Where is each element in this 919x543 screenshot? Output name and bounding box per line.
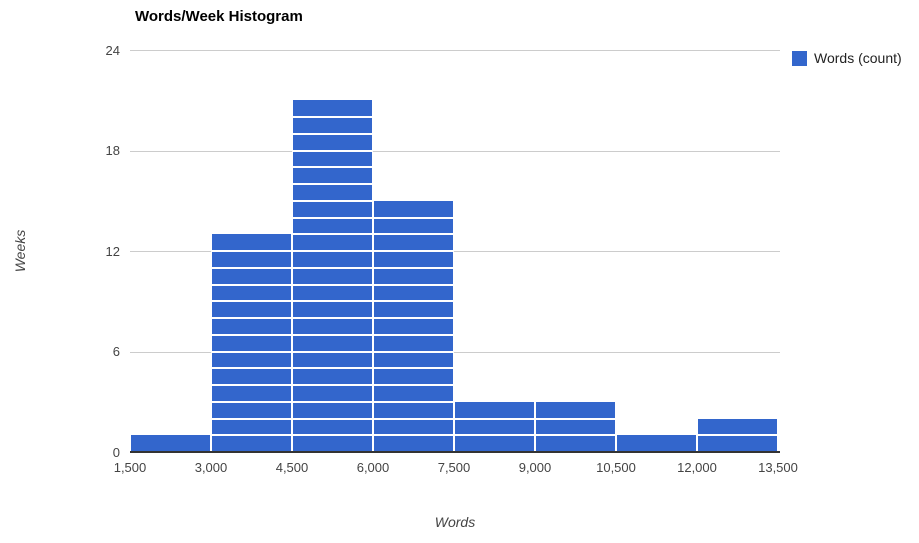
x-tick-label-12,000: 12,000 bbox=[677, 460, 717, 475]
bar-unit-separator bbox=[212, 434, 291, 437]
bar-unit-separator bbox=[293, 350, 372, 353]
x-tick-label-13,500: 13,500 bbox=[758, 460, 798, 475]
chart-title: Words/Week Histogram bbox=[135, 8, 303, 25]
bar-unit-separator bbox=[293, 367, 372, 370]
plot-area bbox=[130, 50, 780, 453]
bar-unit-separator bbox=[374, 417, 453, 420]
bar-unit-separator bbox=[212, 300, 291, 303]
bar-unit-separator bbox=[212, 367, 291, 370]
gridline-y-12 bbox=[130, 251, 780, 252]
bar-unit-separator bbox=[374, 216, 453, 219]
bar-unit-separator bbox=[212, 266, 291, 269]
bar-unit-separator bbox=[536, 417, 615, 420]
bar-unit-separator bbox=[293, 250, 372, 252]
bar-unit-separator bbox=[374, 367, 453, 370]
bar-unit-separator bbox=[293, 400, 372, 403]
bar-unit-separator bbox=[212, 317, 291, 319]
bar-unit-separator bbox=[374, 384, 453, 386]
y-tick-label-18: 18 bbox=[105, 143, 120, 158]
histogram-bar-12,000-13,500[interactable] bbox=[697, 418, 778, 452]
bar-unit-separator bbox=[374, 317, 453, 319]
bar-unit-separator bbox=[293, 233, 372, 236]
x-tick-label-9,000: 9,000 bbox=[518, 460, 552, 475]
bar-unit-separator bbox=[293, 149, 372, 152]
bar-unit-separator bbox=[293, 283, 372, 286]
x-tick-label-1,500: 1,500 bbox=[113, 460, 147, 475]
bar-unit-separator bbox=[374, 300, 453, 303]
y-tick-label-24: 24 bbox=[105, 42, 120, 58]
bar-unit-separator bbox=[374, 250, 453, 252]
bar-unit-separator bbox=[293, 317, 372, 319]
gridline-y-6 bbox=[130, 351, 780, 353]
x-tick-label-4,500: 4,500 bbox=[275, 460, 309, 475]
histogram-bar-6,000-7,500[interactable] bbox=[373, 200, 454, 452]
gridline-y-24 bbox=[130, 50, 780, 51]
bar-unit-separator bbox=[455, 434, 534, 437]
bar-unit-separator bbox=[374, 283, 453, 286]
histogram-bar-1,500-3,000[interactable] bbox=[130, 435, 211, 452]
histogram-bar-4,500-6,000[interactable] bbox=[292, 100, 373, 452]
y-tick-label-12: 12 bbox=[105, 243, 120, 259]
bar-unit-separator bbox=[293, 333, 372, 336]
histogram-bar-9,000-10,500[interactable] bbox=[535, 401, 616, 452]
bar-unit-separator bbox=[212, 350, 291, 353]
bar-unit-separator bbox=[374, 333, 453, 336]
bar-unit-separator bbox=[536, 434, 615, 437]
bar-unit-separator bbox=[212, 250, 291, 252]
bar-unit-separator bbox=[293, 417, 372, 420]
bar-unit-separator bbox=[293, 434, 372, 437]
x-axis-line bbox=[130, 451, 780, 453]
x-tick-label-10,500: 10,500 bbox=[596, 460, 636, 475]
bar-unit-separator bbox=[293, 132, 372, 135]
bar-unit-separator bbox=[374, 434, 453, 437]
bar-unit-separator bbox=[293, 384, 372, 386]
bar-unit-separator bbox=[293, 166, 372, 169]
legend-swatch-icon bbox=[792, 51, 807, 66]
legend[interactable]: Words (count) bbox=[792, 51, 902, 66]
y-axis-title: Weeks bbox=[12, 229, 28, 273]
bar-unit-separator bbox=[212, 400, 291, 403]
bar-unit-separator bbox=[293, 300, 372, 303]
bar-unit-separator bbox=[698, 434, 777, 437]
y-tick-label-0: 0 bbox=[112, 444, 120, 460]
bar-unit-separator bbox=[212, 333, 291, 336]
x-tick-label-7,500: 7,500 bbox=[437, 460, 471, 475]
x-tick-label-6,000: 6,000 bbox=[356, 460, 390, 475]
bar-unit-separator bbox=[293, 199, 372, 202]
histogram-bar-10,500-12,000[interactable] bbox=[616, 435, 697, 452]
bar-unit-separator bbox=[374, 400, 453, 403]
x-axis-title: Words bbox=[434, 514, 476, 530]
bar-unit-separator bbox=[293, 216, 372, 219]
histogram-bar-7,500-9,000[interactable] bbox=[454, 401, 535, 452]
gridline-y-18 bbox=[130, 150, 780, 152]
bar-unit-separator bbox=[212, 283, 291, 286]
bar-unit-separator bbox=[293, 116, 372, 118]
bar-unit-separator bbox=[293, 266, 372, 269]
y-tick-label-6: 6 bbox=[112, 344, 120, 359]
bar-unit-separator bbox=[374, 350, 453, 353]
bar-unit-separator bbox=[455, 417, 534, 420]
bar-unit-separator bbox=[212, 417, 291, 420]
bar-unit-separator bbox=[212, 384, 291, 386]
bar-unit-separator bbox=[374, 266, 453, 269]
x-tick-label-3,000: 3,000 bbox=[194, 460, 228, 475]
histogram-bar-3,000-4,500[interactable] bbox=[211, 234, 292, 452]
legend-label: Words (count) bbox=[814, 50, 902, 66]
bar-unit-separator bbox=[374, 233, 453, 236]
bar-unit-separator bbox=[293, 183, 372, 185]
